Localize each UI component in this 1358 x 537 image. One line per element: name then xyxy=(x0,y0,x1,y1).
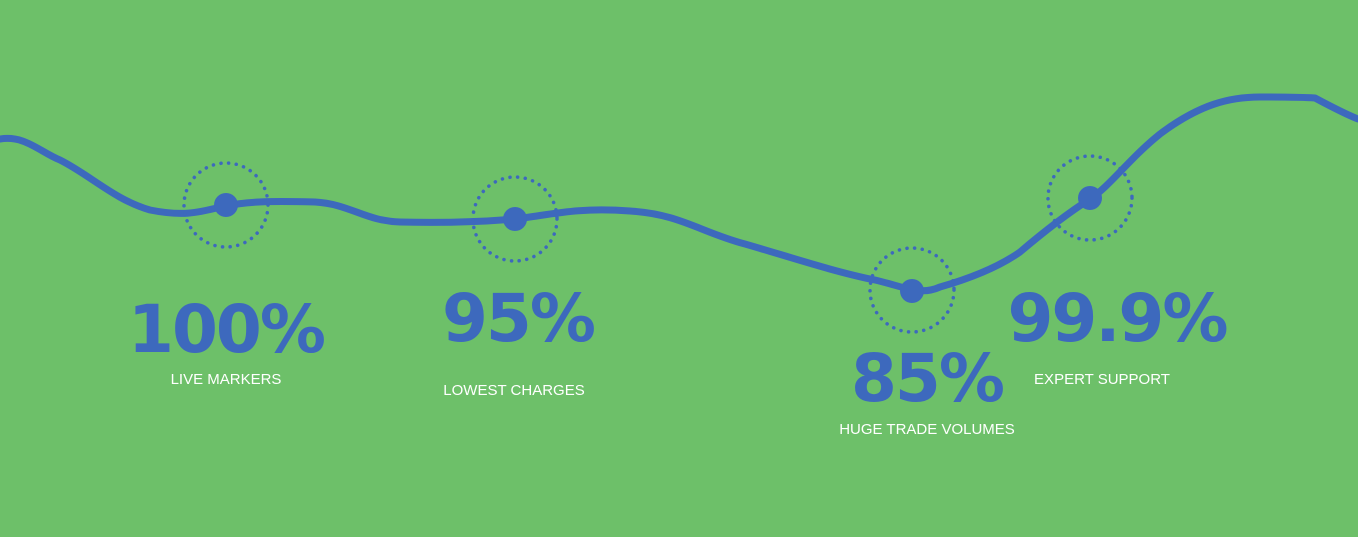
dotted-ring-icon xyxy=(471,175,559,263)
marker-lowest-charges xyxy=(471,175,559,263)
marker-expert-support xyxy=(1046,154,1134,242)
point-icon xyxy=(214,193,238,217)
stat-value-lowest-charges: 95% xyxy=(442,280,596,357)
dotted-ring-icon xyxy=(1046,154,1134,242)
stat-value-expert-support: 99.9% xyxy=(1007,280,1229,357)
dotted-ring-icon xyxy=(868,246,956,334)
dotted-ring-icon xyxy=(182,161,270,249)
stat-label-huge-trade-volumes: HUGE TRADE VOLUMES xyxy=(839,421,1015,438)
wave-line xyxy=(0,93,1358,295)
point-icon xyxy=(1078,186,1102,210)
stat-label-expert-support: EXPERT SUPPORT xyxy=(1034,371,1170,388)
stat-label-live-markers: LIVE MARKERS xyxy=(170,371,282,388)
point-icon xyxy=(900,279,924,303)
stat-value-huge-trade-volumes: 85% xyxy=(851,340,1005,417)
point-icon xyxy=(503,207,527,231)
marker-live-markers xyxy=(182,161,270,249)
marker-huge-trade-volumes xyxy=(868,246,956,334)
stat-label-lowest-charges: LOWEST CHARGES xyxy=(443,382,585,399)
stat-value-live-markers: 100% xyxy=(128,291,326,368)
